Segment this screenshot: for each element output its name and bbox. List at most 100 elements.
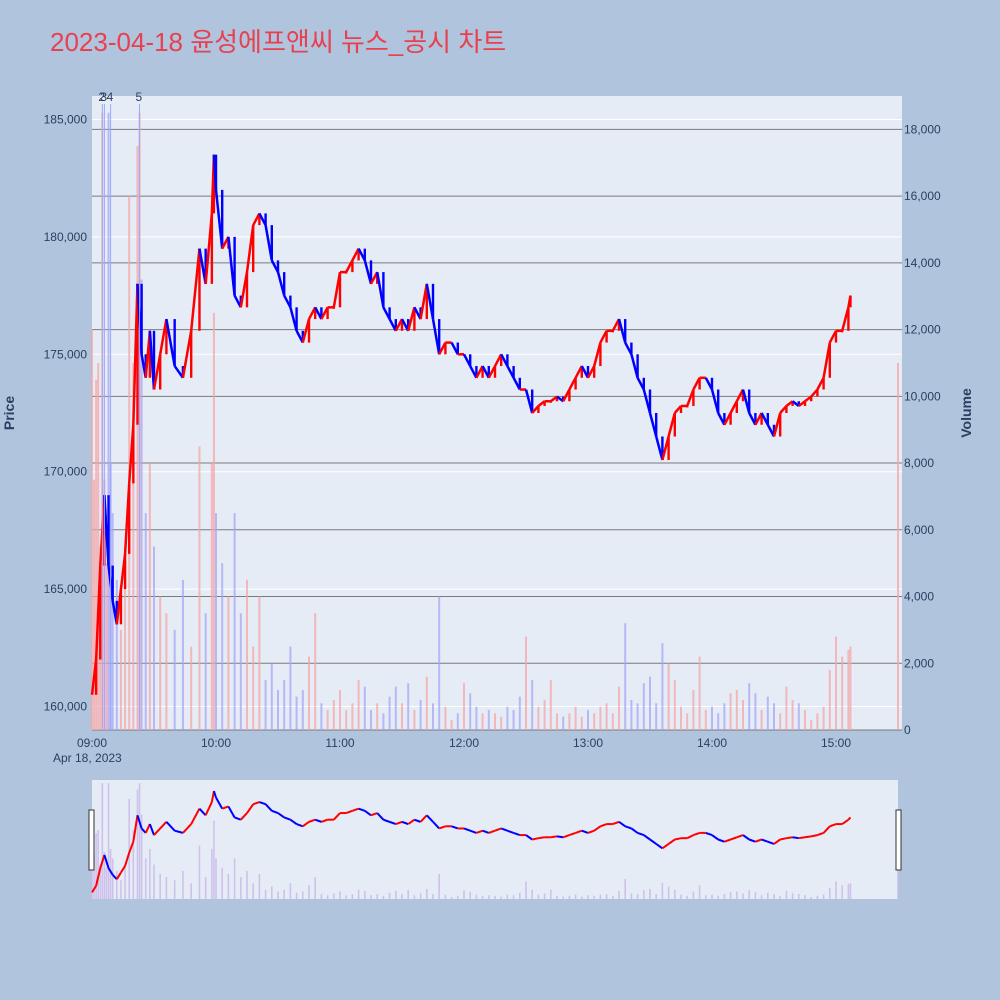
mini-price-segment [252, 801, 260, 806]
volume-bar [531, 679, 534, 730]
candle [165, 319, 168, 355]
y2-tick-label: 2,000 [904, 656, 934, 670]
volume-bar [773, 703, 775, 730]
mini-price-segment [748, 838, 756, 843]
mini-volume-bar [705, 895, 707, 899]
volume-bar [779, 713, 782, 730]
mini-volume-bar [636, 893, 639, 899]
mini-volume-bar [144, 858, 147, 899]
mini-volume-bar [99, 864, 102, 899]
candle [314, 307, 317, 320]
mini-volume-bar [698, 885, 701, 899]
volume-bar [212, 312, 215, 730]
mini-price-segment [556, 835, 564, 839]
mini-volume-bar [97, 830, 99, 899]
mini-price-segment [463, 827, 471, 832]
volume-bar [289, 646, 292, 730]
candle [475, 366, 478, 378]
x-tick-label: 14:00 [697, 736, 727, 750]
mini-price-segment [755, 838, 762, 843]
volume-bar [91, 329, 93, 730]
candle [425, 283, 428, 320]
mini-volume-bar [717, 895, 719, 899]
candle [549, 401, 552, 403]
mini-price-segment [395, 820, 403, 826]
volume-bar [748, 683, 751, 730]
candle [99, 565, 102, 660]
mini-price-segment [308, 818, 316, 823]
news-markers: 23 4 5 [98, 90, 143, 730]
volume-bar [252, 646, 255, 730]
volume-bar [549, 679, 552, 730]
mini-price-segment [432, 821, 440, 830]
x-tick-label: 09:00 [77, 736, 107, 750]
range-handle-left[interactable] [88, 809, 95, 871]
mini-price-segment [120, 865, 126, 874]
candle [136, 283, 139, 425]
mini-volume-bar [599, 894, 602, 899]
mini-volume-bar [165, 877, 168, 899]
mini-price-segment [829, 823, 837, 828]
volume-bar [173, 629, 176, 730]
mini-price-segment [289, 818, 298, 825]
candle [543, 401, 546, 406]
volume-bar [221, 563, 224, 730]
mini-price-segment [773, 838, 781, 845]
mini-volume-bar [109, 848, 112, 899]
mini-price-segment [705, 831, 713, 837]
x-tick-label: 11:00 [325, 736, 354, 750]
volume-bar [587, 709, 589, 730]
mini-volume-bar [376, 893, 378, 899]
y2-tick-label: 14,000 [904, 256, 941, 270]
y2-tick-label: 16,000 [904, 189, 941, 203]
mini-price-segment [618, 821, 626, 828]
volume-bar [580, 716, 583, 730]
candle [531, 389, 534, 413]
mini-price-segment [153, 827, 161, 836]
volume-bar [897, 362, 899, 730]
volume-bar [717, 713, 720, 730]
mini-price-segment [717, 838, 725, 843]
candle [810, 396, 813, 402]
mini-price-segment [414, 818, 421, 823]
volume-bar [136, 146, 139, 731]
mini-volume-bar [543, 893, 546, 899]
mini-price-segment [91, 885, 97, 893]
mini-volume-bar [204, 877, 207, 899]
mini-volume-bar [519, 892, 521, 899]
mini-price-segment [358, 807, 366, 812]
candle [723, 413, 726, 425]
candle [624, 319, 627, 343]
y2-axis-ticks: 0 2,000 4,000 6,000 8,000 10,000 12,000 14,000 1… [904, 122, 941, 737]
candle [132, 424, 135, 484]
volume-bar [401, 703, 403, 730]
candle [270, 225, 273, 261]
candle [407, 319, 410, 331]
mini-price-segment [507, 829, 514, 834]
mini-price-segment [569, 831, 576, 837]
candle [648, 389, 652, 413]
candle [617, 319, 621, 331]
mini-volume-bar [211, 848, 213, 899]
mini-volume-bar [149, 848, 151, 899]
volume-bar [239, 613, 242, 730]
mini-price-segment [407, 818, 415, 825]
candle [593, 366, 596, 378]
mini-volume-bar [736, 891, 738, 899]
mini-price-segment [538, 836, 545, 840]
mini-volume-bar [351, 893, 354, 899]
range-handle-right[interactable] [895, 809, 902, 871]
mini-volume-bar [138, 783, 141, 899]
volume-bar [760, 709, 763, 730]
mini-volume-bar [469, 892, 471, 899]
mini-volume-bar [643, 890, 645, 899]
candle [636, 354, 639, 378]
mini-volume-bar [556, 895, 558, 899]
volume-bar [605, 703, 608, 730]
mini-price-segment [822, 825, 831, 834]
mini-price-segment [600, 823, 607, 828]
mini-volume-bar [221, 867, 223, 899]
candle [692, 389, 695, 406]
mini-price-segment [847, 816, 852, 821]
